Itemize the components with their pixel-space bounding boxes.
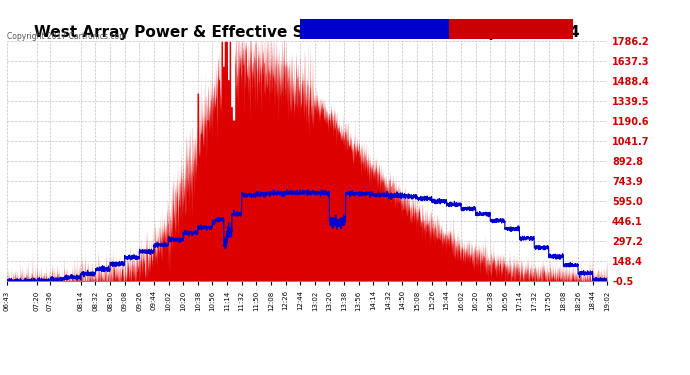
- Text: West Array (DC Watts): West Array (DC Watts): [451, 29, 547, 38]
- Text: Radiation (Effective w/m2): Radiation (Effective w/m2): [302, 29, 417, 38]
- Title: West Array Power & Effective Solar Radiation Thu Sep 14 19:04: West Array Power & Effective Solar Radia…: [34, 25, 580, 40]
- Text: Copyright 2017 Cartronics.com: Copyright 2017 Cartronics.com: [7, 32, 126, 41]
